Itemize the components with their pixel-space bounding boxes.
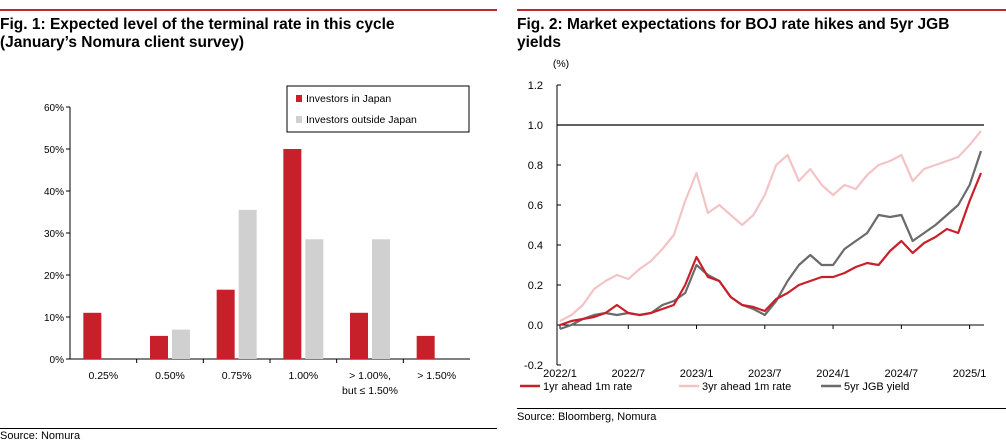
figure-2-title: Fig. 2: Market expectations for BOJ rate… (517, 16, 1006, 52)
y-tick-label: 20% (44, 271, 64, 282)
legend-swatch (296, 116, 302, 123)
legend-label: Investors in Japan (306, 93, 391, 105)
x-tick-label: 2023/7 (748, 368, 782, 380)
figure-1-panel: Fig. 1: Expected level of the terminal r… (0, 0, 497, 447)
bar (83, 312, 102, 359)
series-line (559, 130, 982, 322)
figure-2-title-line-2: yields (517, 34, 561, 51)
bar (416, 335, 435, 359)
y-tick-label: 0.0 (528, 320, 543, 332)
panel-bottom-rule (0, 428, 497, 429)
legend-label: 3yr ahead 1m rate (702, 381, 791, 393)
bar (372, 239, 390, 359)
legend-label: 1yr ahead 1m rate (543, 381, 632, 393)
figure-2-panel: Fig. 2: Market expectations for BOJ rate… (517, 0, 1006, 447)
bar (350, 312, 368, 359)
legend-label: 5yr JGB yield (844, 381, 909, 393)
legend-swatch (296, 95, 302, 102)
figure-1-source: Source: Nomura (0, 430, 81, 442)
y-tick-label: 30% (44, 229, 64, 240)
figure-2-source: Source: Bloomberg, Nomura (517, 411, 657, 423)
bar (216, 289, 235, 359)
x-tick-label: 2024/1 (816, 368, 850, 380)
figure-1-title: Fig. 1: Expected level of the terminal r… (0, 16, 497, 52)
y-tick-label: 0.2 (528, 280, 543, 292)
y-tick-label: 0.6 (528, 200, 543, 212)
x-tick-label: 2023/1 (680, 368, 714, 380)
bar (283, 149, 302, 359)
x-tick-label: 2024/7 (885, 368, 919, 380)
y-tick-label: 40% (44, 187, 64, 198)
series-line (559, 172, 983, 327)
panel-top-rule (517, 9, 1006, 11)
x-tick-label: 0.50% (155, 370, 185, 382)
y-tick-label: 1.0 (528, 120, 543, 132)
legend-label: Investors outside Japan (306, 114, 417, 126)
x-tick-label: 2022/7 (611, 368, 645, 380)
y-tick-label: 60% (44, 103, 64, 114)
figure-2-title-line-1: Fig. 2: Market expectations for BOJ rate… (517, 16, 950, 33)
panel-bottom-rule (517, 408, 1006, 409)
figure-2-line-chart: (%) -0.2 0.0 0.2 0.4 0.6 0.8 1.0 1.2 2022/1 2022/7… (520, 58, 987, 393)
bar (172, 329, 190, 359)
x-tick-label: 2022/1 (543, 368, 577, 380)
figure-1-bar-chart: 0% 10% 20% 30% 40% 50% 60% 0.25% 0.50% 0.75% 1.00%… (44, 85, 470, 397)
y-tick-label: 0.4 (528, 240, 543, 252)
bar (305, 239, 324, 359)
x-tick-label: 0.75% (222, 370, 252, 382)
x-tick-label: 2025/1 (953, 368, 987, 380)
y-tick-label: 0% (50, 355, 65, 366)
x-tick-label: > 1.00%, (349, 370, 391, 382)
panel-top-rule (0, 9, 497, 11)
y-axis-unit: (%) (553, 58, 569, 70)
legend-box (286, 85, 470, 133)
x-tick-label: but ≤ 1.50% (342, 385, 398, 397)
x-tick-label: 1.00% (288, 370, 318, 382)
y-tick-label: 10% (44, 313, 64, 324)
y-tick-label: 0.8 (528, 160, 543, 172)
y-tick-label: 1.2 (528, 80, 543, 92)
bar (238, 209, 257, 359)
y-tick-label: -0.2 (524, 360, 543, 372)
x-tick-label: > 1.50% (417, 370, 456, 382)
y-tick-label: 50% (44, 145, 64, 156)
figure-1-title-line-2: (January’s Nomura client survey) (0, 34, 245, 51)
figure-1-title-line-1: Fig. 1: Expected level of the terminal r… (0, 16, 395, 33)
x-tick-label: 0.25% (88, 370, 118, 382)
bar (150, 335, 168, 359)
